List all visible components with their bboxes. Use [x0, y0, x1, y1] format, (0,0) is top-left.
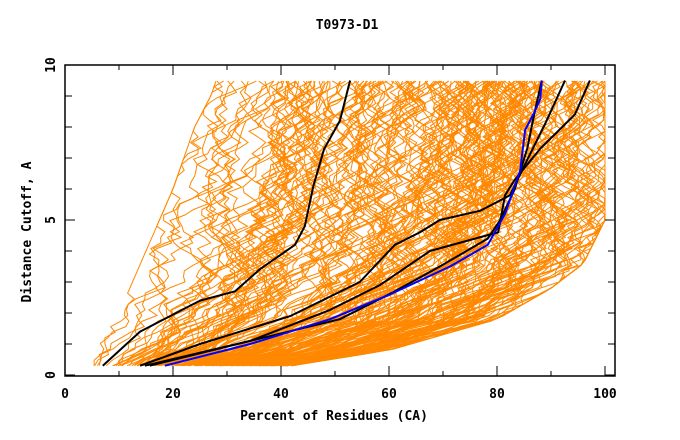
x-tick-label: 20 — [165, 387, 181, 402]
x-tick-label: 80 — [489, 387, 505, 402]
highlight-curves — [102, 80, 591, 367]
background-curve — [237, 80, 510, 367]
x-tick-label: 100 — [593, 387, 617, 402]
background-curve — [196, 80, 473, 367]
background-curve — [285, 81, 606, 367]
background-curve — [231, 80, 506, 367]
background-curve — [150, 80, 388, 367]
background-curve — [236, 80, 482, 367]
background-curve — [105, 80, 223, 367]
x-tick-label: 40 — [273, 387, 289, 402]
x-axis: 0 20 40 60 80 100 — [61, 65, 617, 402]
background-curve — [174, 81, 342, 367]
background-curve — [120, 80, 296, 367]
background-curve — [259, 80, 544, 367]
background-curve — [220, 80, 442, 367]
background-curve — [165, 80, 312, 367]
background-curve — [254, 80, 518, 367]
y-axis-label: Distance Cutoff, A — [20, 161, 35, 302]
x-axis-label: Percent of Residues (CA) — [240, 409, 428, 424]
background-curve — [155, 80, 404, 367]
background-curve — [246, 80, 565, 367]
background-curve — [252, 80, 559, 367]
background-curve — [251, 81, 496, 367]
x-tick-label: 0 — [61, 387, 69, 402]
background-curve — [165, 81, 426, 367]
background-curve — [223, 81, 479, 367]
background-curve — [272, 81, 606, 367]
background-curve — [209, 80, 516, 367]
y-tick-label: 0 — [44, 371, 59, 379]
background-curve — [157, 80, 381, 367]
background-curve — [113, 80, 229, 367]
series-model-2 — [139, 80, 566, 367]
background-curve — [291, 80, 606, 367]
background-curve — [180, 80, 450, 367]
background-curve — [212, 80, 484, 367]
background-curve — [280, 81, 541, 367]
background-curve — [188, 80, 468, 367]
series-model-3 — [149, 80, 591, 367]
background-curve — [243, 80, 533, 367]
background-curve — [126, 80, 291, 367]
background-curve — [141, 80, 324, 367]
series-model-1 — [102, 80, 352, 367]
background-curve — [154, 80, 302, 367]
background-curve — [121, 80, 269, 367]
background-curve — [270, 80, 566, 367]
background-curve — [227, 80, 531, 367]
y-axis: 0 5 10 — [44, 57, 615, 379]
background-curve — [237, 81, 574, 367]
background-curve — [115, 80, 238, 366]
background-curve — [160, 80, 370, 367]
background-curve — [181, 80, 418, 367]
background-curve — [198, 80, 459, 367]
x-tick-label: 60 — [381, 387, 397, 402]
background-curve — [142, 80, 274, 367]
background-curve — [143, 80, 322, 367]
y-tick-label: 10 — [44, 57, 59, 73]
series-model-best — [164, 80, 543, 367]
background-curve — [167, 80, 346, 367]
background-curve — [155, 81, 305, 367]
background-curve — [93, 80, 268, 366]
background-curve — [286, 80, 606, 367]
background-curve — [249, 80, 582, 367]
background-curve — [157, 80, 351, 367]
background-curve — [96, 80, 257, 366]
background-curve — [274, 80, 573, 367]
background-curve — [211, 80, 440, 367]
background-curve — [233, 80, 467, 367]
background-curve — [136, 80, 360, 367]
background-curve — [280, 80, 606, 367]
background-curve — [178, 80, 372, 367]
background-curve — [230, 80, 501, 367]
background-curve — [116, 80, 297, 366]
background-curve — [94, 80, 285, 366]
background-curve — [215, 80, 456, 367]
y-tick-label: 5 — [44, 216, 59, 224]
background-curve — [180, 80, 432, 367]
chart-title: T0973-D1 — [316, 18, 379, 33]
